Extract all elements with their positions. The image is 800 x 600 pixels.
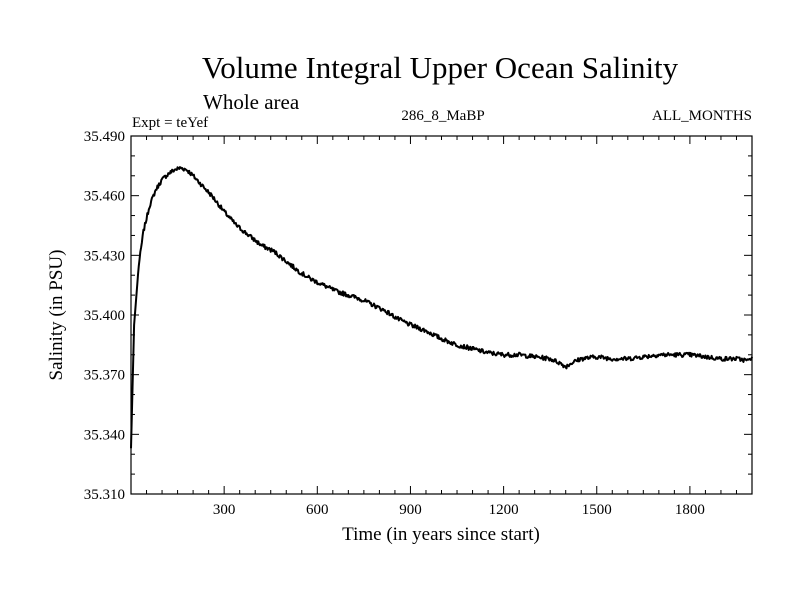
chart-subtitle: Whole area bbox=[203, 90, 300, 114]
x-tick-label: 900 bbox=[399, 502, 422, 518]
run-label: 286_8_MaBP bbox=[401, 108, 485, 124]
labels-layer: 300 600 900 1200 1500 1800 35.310 35.340 35.370 3… bbox=[84, 129, 705, 518]
x-axis-label: Time (in years since start) bbox=[342, 524, 540, 545]
y-tick-label: 35.310 bbox=[84, 487, 125, 503]
y-tick-label: 35.460 bbox=[84, 189, 125, 205]
expt-label: Expt = teYef bbox=[132, 115, 209, 131]
y-tick-label: 35.340 bbox=[84, 427, 125, 443]
salinity-series-line bbox=[130, 166, 753, 449]
x-tick-label: 1800 bbox=[675, 502, 705, 518]
x-tick-label: 600 bbox=[306, 502, 329, 518]
x-tick-label: 300 bbox=[213, 502, 236, 518]
y-tick-label: 35.430 bbox=[84, 248, 125, 264]
y-tick-label: 35.490 bbox=[84, 129, 125, 145]
y-axis-label: Salinity (in PSU) bbox=[46, 250, 67, 381]
x-tick-label: 1500 bbox=[582, 502, 612, 518]
x-tick-label: 1200 bbox=[489, 502, 519, 518]
y-tick-label: 35.370 bbox=[84, 368, 125, 384]
y-tick-label: 35.400 bbox=[84, 308, 125, 324]
ticks-layer bbox=[131, 136, 752, 494]
months-label: ALL_MONTHS bbox=[652, 108, 752, 124]
chart-title: Volume Integral Upper Ocean Salinity bbox=[201, 50, 679, 85]
plot-frame bbox=[130, 135, 753, 495]
